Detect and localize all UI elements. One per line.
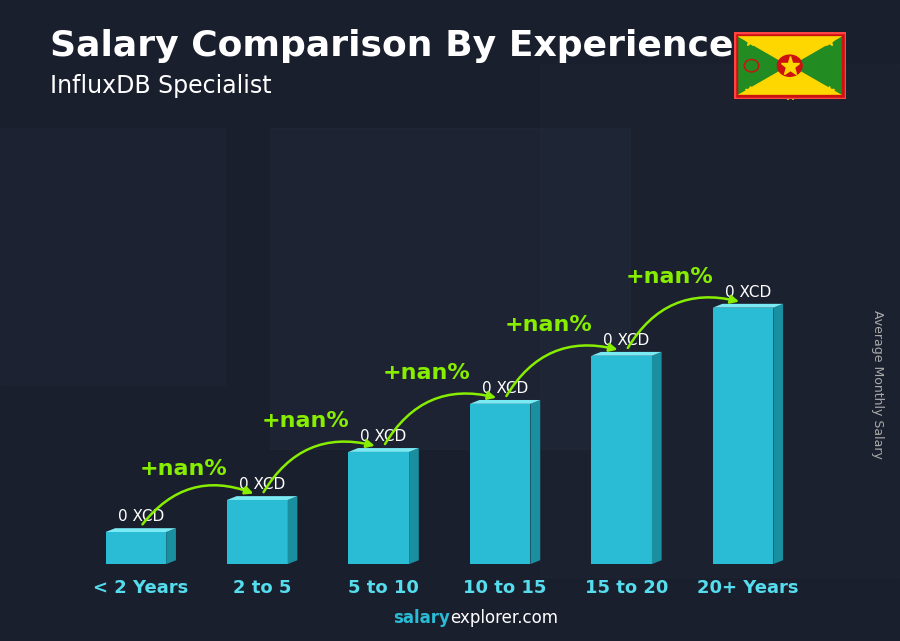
Text: +nan%: +nan% bbox=[626, 267, 714, 287]
Text: salary: salary bbox=[393, 609, 450, 627]
Text: 15 to 20: 15 to 20 bbox=[585, 578, 668, 597]
Polygon shape bbox=[652, 352, 662, 564]
Circle shape bbox=[778, 55, 802, 76]
Text: 10 to 15: 10 to 15 bbox=[464, 578, 546, 597]
Polygon shape bbox=[288, 496, 297, 564]
Polygon shape bbox=[738, 36, 842, 66]
Text: 0 XCD: 0 XCD bbox=[360, 429, 407, 444]
Polygon shape bbox=[227, 500, 288, 564]
Text: 0 XCD: 0 XCD bbox=[482, 381, 528, 396]
Text: +nan%: +nan% bbox=[140, 459, 228, 479]
Polygon shape bbox=[773, 304, 783, 564]
Circle shape bbox=[746, 61, 757, 71]
Text: 0 XCD: 0 XCD bbox=[603, 333, 650, 348]
Polygon shape bbox=[410, 448, 418, 564]
Polygon shape bbox=[591, 352, 662, 356]
Circle shape bbox=[744, 60, 759, 72]
Polygon shape bbox=[713, 308, 773, 564]
Text: 2 to 5: 2 to 5 bbox=[233, 578, 292, 597]
Polygon shape bbox=[738, 36, 790, 96]
Polygon shape bbox=[166, 528, 176, 564]
Text: 20+ Years: 20+ Years bbox=[698, 578, 798, 597]
Polygon shape bbox=[105, 532, 166, 564]
Polygon shape bbox=[470, 404, 530, 564]
Text: +nan%: +nan% bbox=[504, 315, 592, 335]
Bar bbox=[0, 128, 225, 385]
Text: Salary Comparison By Experience: Salary Comparison By Experience bbox=[50, 29, 733, 63]
Polygon shape bbox=[738, 66, 842, 96]
Polygon shape bbox=[790, 36, 842, 96]
Polygon shape bbox=[470, 400, 540, 404]
Text: InfluxDB Specialist: InfluxDB Specialist bbox=[50, 74, 271, 97]
Polygon shape bbox=[227, 496, 297, 500]
Text: explorer.com: explorer.com bbox=[450, 609, 558, 627]
Polygon shape bbox=[348, 448, 418, 452]
Polygon shape bbox=[348, 452, 410, 564]
Text: Average Monthly Salary: Average Monthly Salary bbox=[871, 310, 884, 459]
Polygon shape bbox=[105, 528, 176, 532]
Polygon shape bbox=[530, 400, 540, 564]
Polygon shape bbox=[591, 356, 652, 564]
Text: +nan%: +nan% bbox=[382, 363, 471, 383]
Polygon shape bbox=[713, 304, 783, 308]
Bar bbox=[270, 128, 630, 449]
Text: 0 XCD: 0 XCD bbox=[118, 510, 164, 524]
Text: 5 to 10: 5 to 10 bbox=[348, 578, 419, 597]
Bar bbox=[540, 64, 900, 577]
Text: < 2 Years: < 2 Years bbox=[93, 578, 188, 597]
Text: +nan%: +nan% bbox=[261, 411, 349, 431]
Text: 0 XCD: 0 XCD bbox=[239, 478, 285, 492]
Text: 0 XCD: 0 XCD bbox=[724, 285, 771, 300]
